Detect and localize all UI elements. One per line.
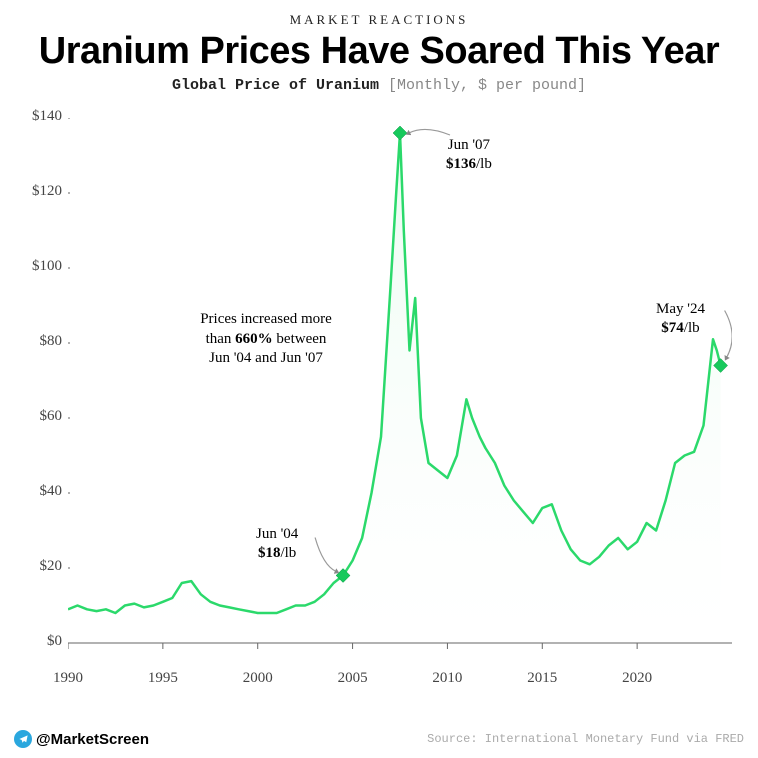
- callout-price: $136: [446, 156, 476, 172]
- x-tick-label: 1995: [148, 670, 178, 687]
- x-tick-label: 2000: [243, 670, 273, 687]
- y-tick-label: $60: [12, 408, 62, 425]
- x-tick-label: 2015: [527, 670, 557, 687]
- subtitle-bold: Global Price of Uranium: [172, 77, 379, 94]
- kicker: MARKET REACTIONS: [0, 12, 758, 28]
- y-tick-label: $40: [12, 483, 62, 500]
- x-tick-label: 2005: [338, 670, 368, 687]
- callout-unit: /lb: [684, 320, 700, 336]
- y-tick-label: $100: [12, 258, 62, 275]
- chart-subtitle: Global Price of Uranium [Monthly, $ per …: [0, 77, 758, 94]
- callout-unit: /lb: [476, 156, 492, 172]
- telegram-icon: [14, 730, 32, 748]
- price-increase-note: Prices increased more than 660% between …: [156, 310, 376, 369]
- x-tick-label: 2020: [622, 670, 652, 687]
- callout-unit: /lb: [280, 545, 296, 561]
- callout-may24: May '24 $74/lb: [656, 300, 705, 338]
- y-tick-label: $120: [12, 183, 62, 200]
- y-tick-label: $80: [12, 333, 62, 350]
- y-tick-label: $140: [12, 108, 62, 125]
- line-chart: [68, 118, 732, 663]
- attribution-handle: @MarketScreen: [14, 730, 149, 748]
- y-tick-label: $20: [12, 558, 62, 575]
- callout-price: $74: [661, 320, 684, 336]
- callout-date: Jun '04: [256, 525, 298, 544]
- x-tick-label: 2010: [432, 670, 462, 687]
- callout-jun04: Jun '04 $18/lb: [256, 525, 298, 563]
- y-tick-label: $0: [12, 633, 62, 650]
- callout-date: May '24: [656, 300, 705, 319]
- callout-date: Jun '07: [446, 136, 492, 155]
- chart-title: Uranium Prices Have Soared This Year: [0, 30, 758, 73]
- chart-area: Jun '07 $136/lb May '24 $74/lb Jun '04 $…: [16, 110, 742, 700]
- chart-header: MARKET REACTIONS Uranium Prices Have Soa…: [0, 0, 758, 94]
- source-credit: Source: International Monetary Fund via …: [427, 732, 744, 746]
- x-tick-label: 1990: [53, 670, 83, 687]
- callout-price: $18: [258, 545, 281, 561]
- chart-footer: @MarketScreen Source: International Mone…: [14, 730, 744, 748]
- subtitle-light: [Monthly, $ per pound]: [379, 77, 586, 94]
- callout-jun07: Jun '07 $136/lb: [446, 136, 492, 174]
